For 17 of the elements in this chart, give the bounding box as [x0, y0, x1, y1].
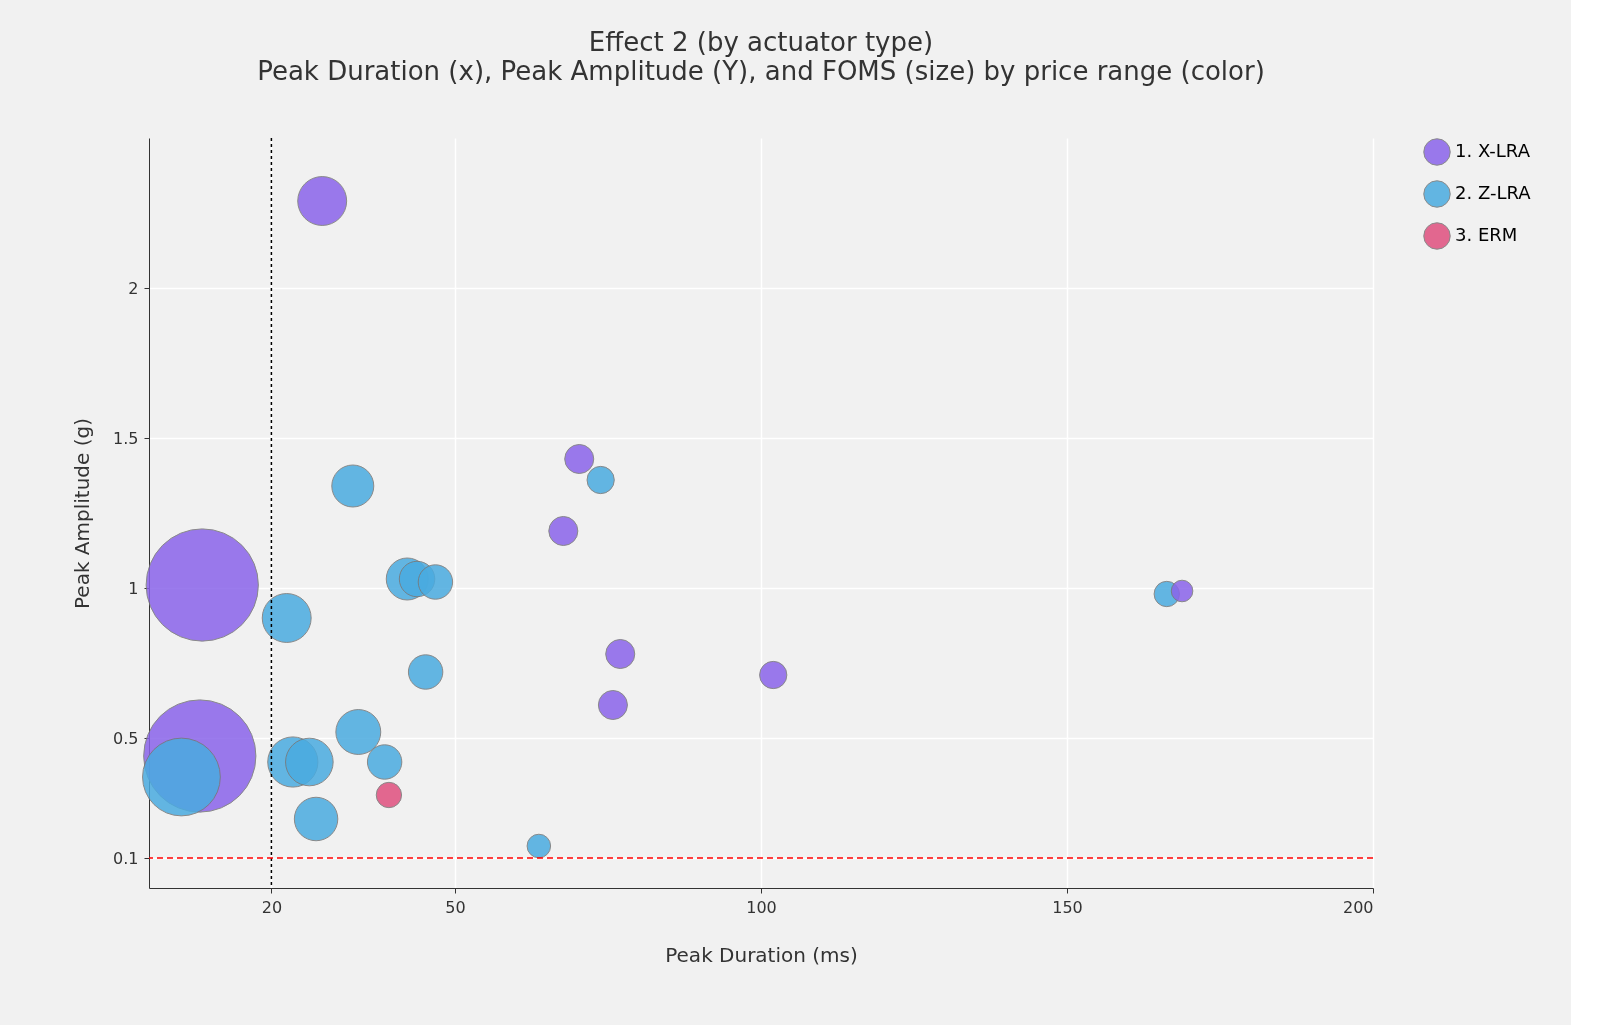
x-tick-label: 200 [1342, 897, 1374, 917]
x-tick-label: 50 [445, 897, 466, 917]
y-tick-label: 0.5 [113, 728, 139, 748]
legend-label: 3. ERM [1455, 224, 1518, 245]
x-tick-label: 100 [746, 897, 777, 917]
y-tick-label: 2 [128, 278, 139, 298]
chart-subtitle: Peak Duration (x), Peak Amplitude (Y), and FOMS (size) by price range (color) [257, 56, 1265, 87]
x-tick-label: 20 [261, 897, 283, 917]
legend-label: 2. Z-LRA [1455, 182, 1532, 203]
legend-label: 1. X-LRA [1455, 140, 1531, 161]
y-tick-label: 1.5 [113, 428, 139, 448]
y-tick-label: 1 [128, 578, 139, 598]
x-axis-title: Peak Duration (ms) [665, 942, 858, 967]
y-tick-label: 0.1 [113, 848, 139, 868]
x-tick-label: 150 [1052, 897, 1083, 917]
y-axis-title: Peak Amplitude (g) [70, 418, 95, 609]
chart-title: Effect 2 (by actuator type) [588, 27, 934, 58]
